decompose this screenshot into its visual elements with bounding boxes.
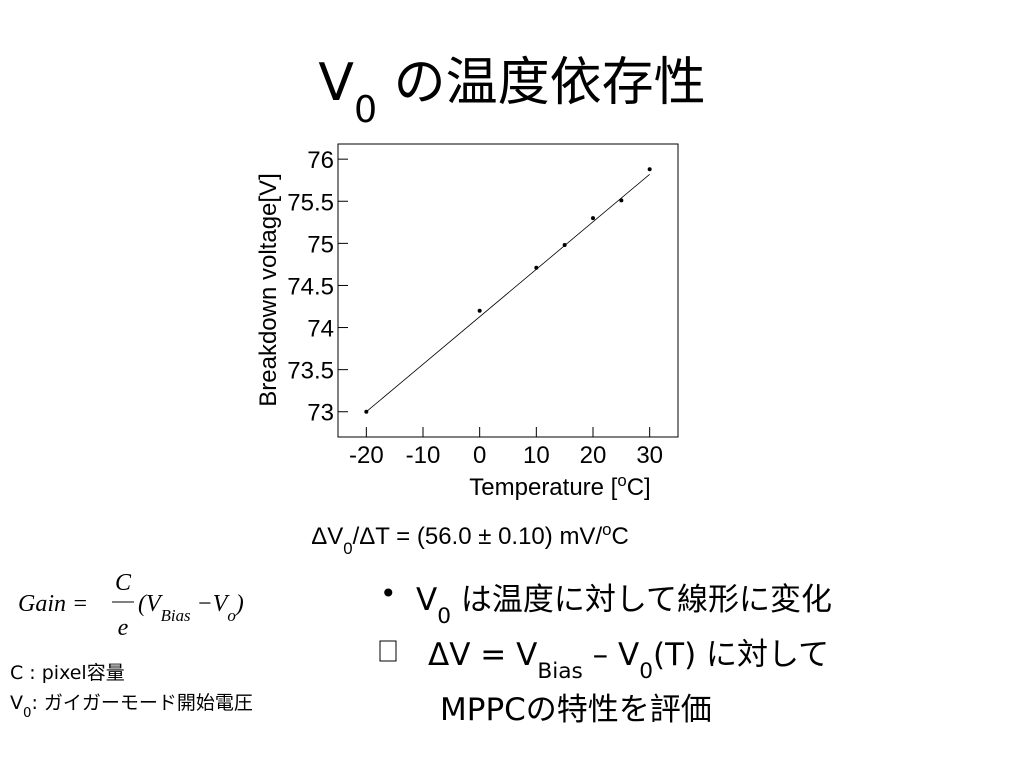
fit-annotation-part: /ΔT = (56.0 ± 0.10) mV/ bbox=[353, 523, 603, 550]
slide-title-part: 0 bbox=[354, 88, 377, 131]
plot-frame bbox=[337, 143, 679, 438]
data-point bbox=[364, 409, 369, 414]
fit-annotation-part: ΔV bbox=[311, 523, 343, 550]
data-point bbox=[534, 265, 539, 270]
data-point bbox=[591, 216, 595, 221]
bullet-text: ΔV = VBias – V0(T) に対して bbox=[428, 637, 829, 684]
note: V0: ガイガーモード開始電圧 bbox=[10, 692, 253, 721]
slide-title: V0 の温度依存性 bbox=[318, 53, 705, 131]
bullet-text-part: Bias bbox=[537, 659, 583, 684]
bullet-dot: • bbox=[380, 577, 397, 610]
formula-right: (VBias −Vo) bbox=[138, 591, 244, 625]
fit-annotation-part: C bbox=[611, 523, 628, 550]
y-tick-label: 75.5 bbox=[287, 189, 334, 216]
x-axis-label: Temperature [oC] bbox=[469, 471, 650, 502]
fit-annotation: ΔV0/ΔT = (56.0 ± 0.10) mV/oC bbox=[311, 520, 629, 558]
formula-right-part: −V bbox=[191, 591, 230, 617]
formula-right-part: (V bbox=[138, 591, 163, 617]
fit-line bbox=[366, 174, 650, 413]
bullet-text-part: – V bbox=[583, 637, 639, 673]
x-axis-label-part: o bbox=[617, 471, 626, 490]
formula-left: Gain = bbox=[18, 591, 88, 617]
fit-annotation-part: 0 bbox=[343, 539, 352, 558]
formula-denominator: e bbox=[118, 615, 129, 641]
bullet-text-part: ΔV = V bbox=[428, 637, 537, 673]
slide-title-part: の温度依存性 bbox=[377, 53, 706, 113]
formula-numerator: C bbox=[115, 570, 132, 596]
y-tick-label: 74 bbox=[307, 316, 334, 343]
y-tick-label: 73 bbox=[307, 400, 334, 427]
x-tick-label: 0 bbox=[473, 442, 486, 469]
bullet-box bbox=[379, 640, 397, 662]
bullet-text-part: 0 bbox=[437, 604, 451, 629]
y-tick-label: 76 bbox=[307, 147, 334, 174]
y-tick-label: 73.5 bbox=[287, 358, 334, 385]
note-part: : ガイガーモード開始電圧 bbox=[31, 692, 252, 714]
bullet-text: V0 は温度に対して線形に変化 bbox=[416, 582, 832, 629]
bullet-text-part: は温度に対して線形に変化 bbox=[451, 582, 832, 618]
data-point bbox=[647, 167, 652, 172]
x-tick-label: -20 bbox=[349, 442, 384, 469]
x-tick-label: 10 bbox=[523, 442, 550, 469]
bullet-text-part: MPPCの特性を評価 bbox=[440, 692, 712, 728]
data-point bbox=[477, 308, 482, 313]
note-part: V bbox=[10, 692, 23, 714]
bullet-text: MPPCの特性を評価 bbox=[440, 692, 712, 728]
y-axis-label: Breakdown voltage[V] bbox=[255, 173, 282, 406]
bullet-text-part: V bbox=[416, 582, 437, 618]
note-part: C : pixel容量 bbox=[10, 662, 125, 684]
y-tick-label: 74.5 bbox=[287, 273, 334, 300]
data-point bbox=[619, 198, 624, 203]
x-axis-label-part: C] bbox=[627, 474, 651, 501]
formula-right-part: o bbox=[227, 606, 235, 625]
note-part: 0 bbox=[23, 706, 31, 721]
fit-annotation-part: o bbox=[602, 520, 611, 539]
data-point bbox=[562, 243, 567, 248]
formula-right-part: ) bbox=[234, 591, 244, 617]
x-tick-label: -10 bbox=[406, 442, 441, 469]
bullet-text-part: (T) に対して bbox=[653, 637, 829, 673]
note: C : pixel容量 bbox=[10, 662, 125, 684]
x-axis-label-part: Temperature [ bbox=[469, 474, 617, 501]
x-tick-label: 20 bbox=[580, 442, 607, 469]
y-tick-label: 75 bbox=[307, 231, 334, 258]
slide-title-part: V bbox=[318, 53, 354, 113]
formula-right-part: Bias bbox=[161, 606, 191, 625]
x-tick-label: 30 bbox=[636, 442, 663, 469]
bullet-text-part: 0 bbox=[639, 659, 653, 684]
